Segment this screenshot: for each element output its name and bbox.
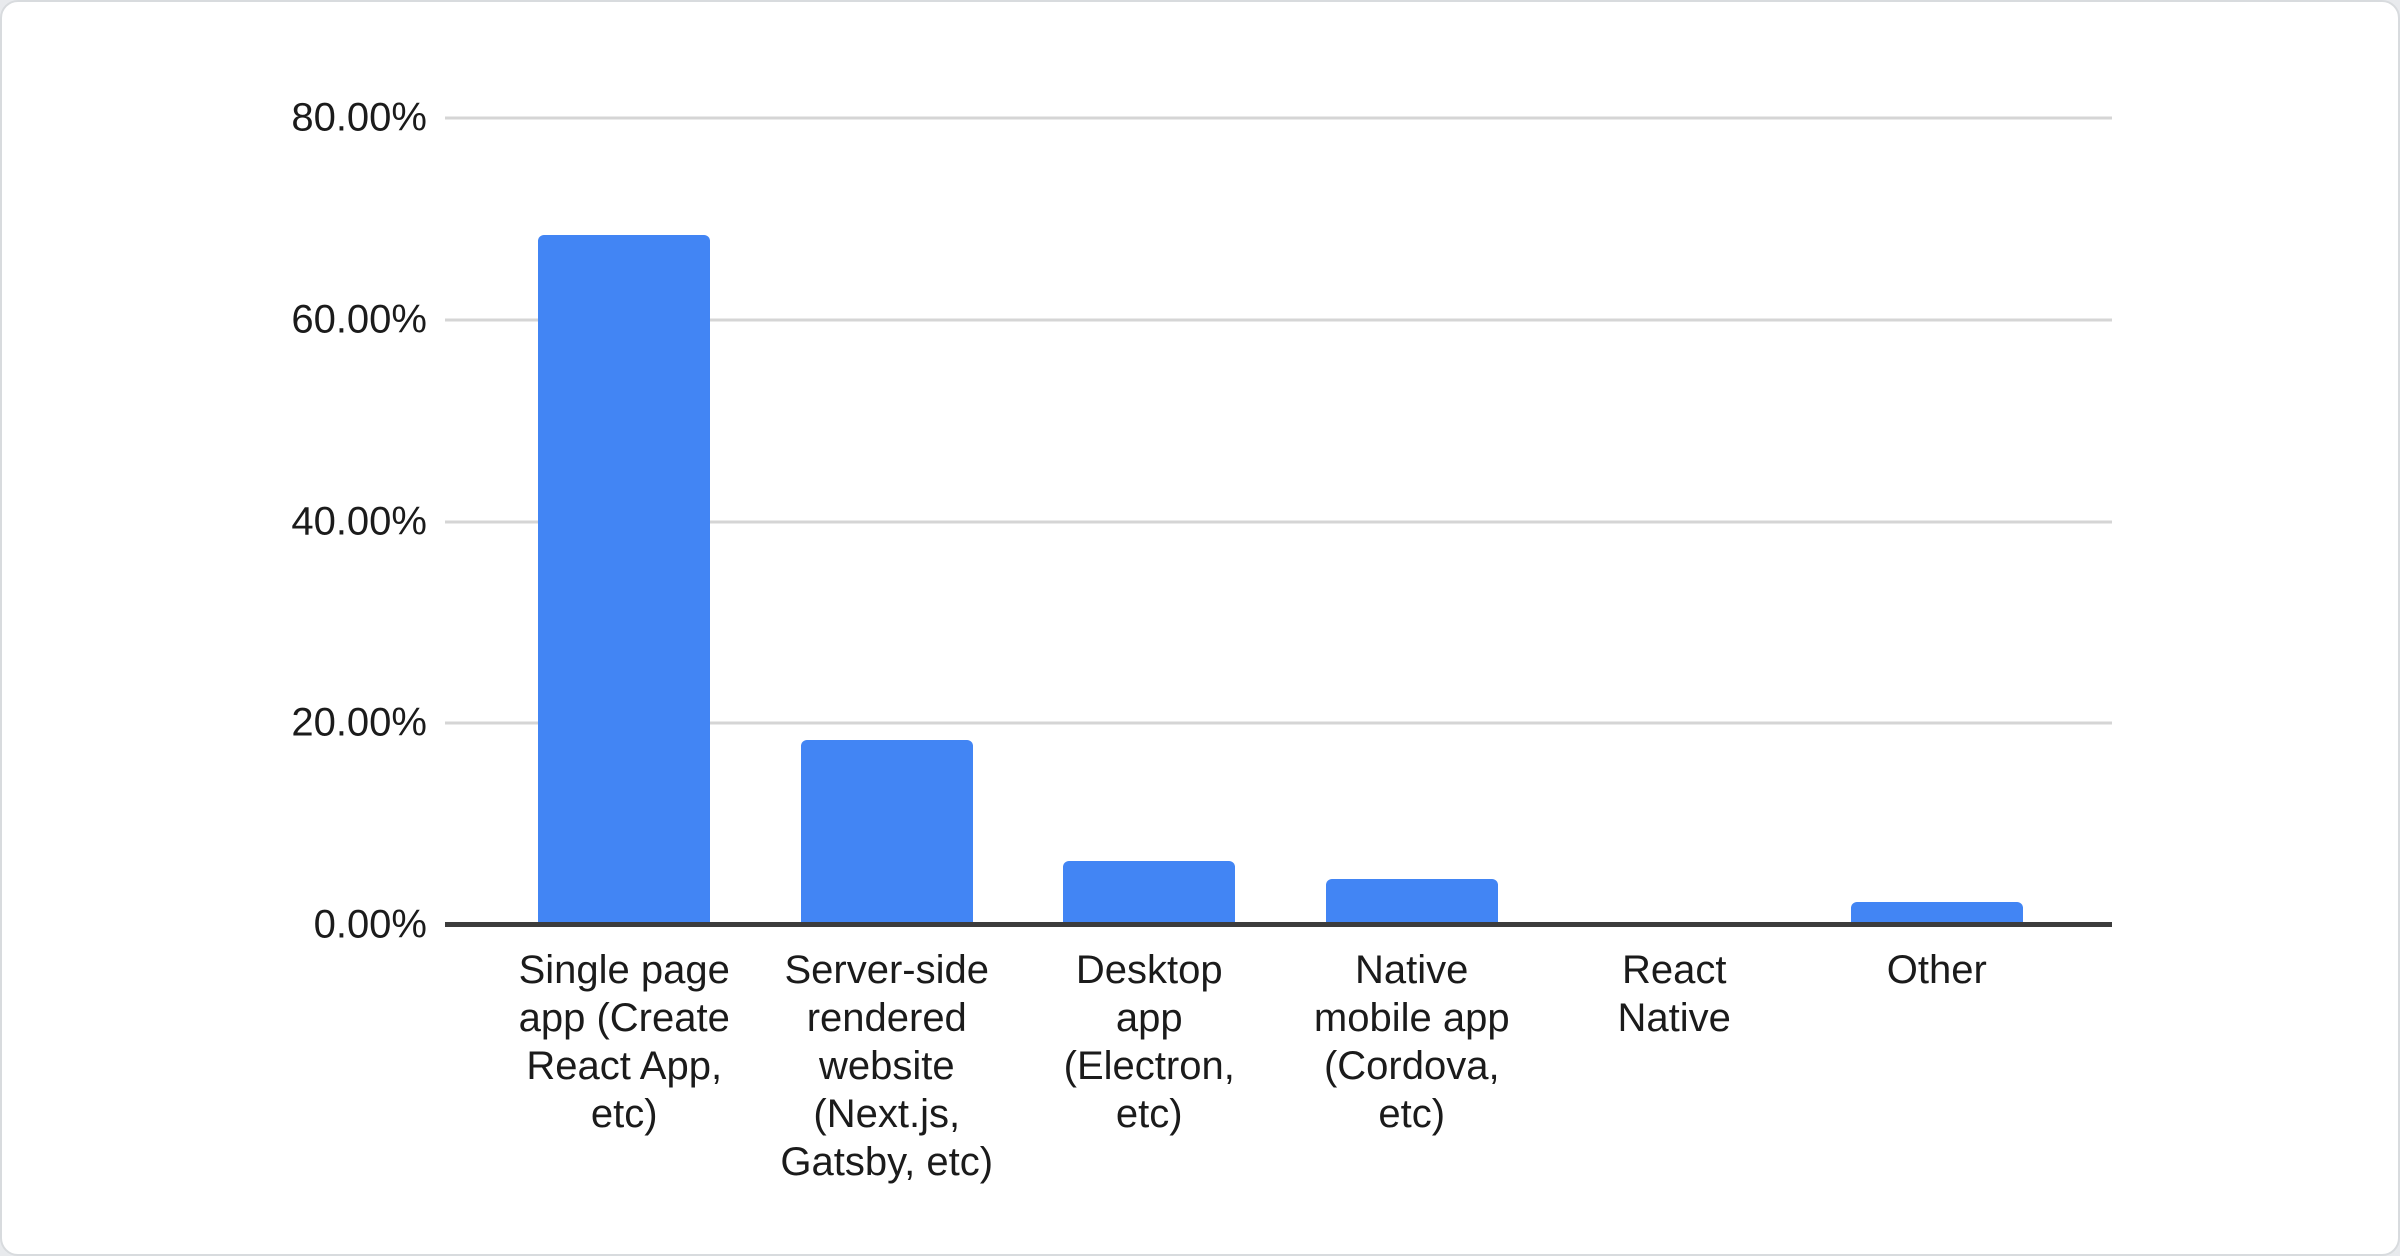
bar bbox=[1850, 901, 2023, 925]
y-axis-tick-label: 20.00% bbox=[291, 700, 427, 745]
y-axis: 80.00% 60.00% 40.00% 20.00% 0.00% bbox=[2, 96, 427, 947]
bar-column bbox=[1018, 118, 1281, 925]
x-axis-label-text: Server-side rendered website (Next.js, G… bbox=[780, 948, 994, 1184]
x-axis-label: Single page app (Create React App, etc) bbox=[493, 946, 756, 1186]
x-axis-label-text: React Native bbox=[1617, 948, 1731, 1040]
bar-column bbox=[1806, 118, 2069, 925]
gridline bbox=[445, 520, 2112, 523]
x-axis-label: Other bbox=[1806, 946, 2069, 1186]
gridline bbox=[445, 318, 2112, 322]
gridline bbox=[445, 721, 2112, 725]
x-axis-line bbox=[445, 922, 2112, 927]
bar bbox=[800, 740, 973, 925]
y-axis-tick-label: 0.00% bbox=[313, 902, 427, 947]
bar-column bbox=[1281, 118, 1544, 925]
x-axis-label: Server-side rendered website (Next.js, G… bbox=[756, 946, 1019, 1186]
bar bbox=[1325, 878, 1498, 925]
bar bbox=[1063, 861, 1236, 925]
x-axis-label-text: Native mobile app (Cordova, etc) bbox=[1313, 948, 1510, 1136]
x-axis-label: Native mobile app (Cordova, etc) bbox=[1281, 946, 1544, 1186]
y-axis-tick-label: 60.00% bbox=[291, 297, 427, 342]
bar-column bbox=[1543, 118, 1806, 925]
x-axis-label: React Native bbox=[1543, 946, 1806, 1186]
x-axis-label-text: Other bbox=[1886, 948, 1987, 992]
bar bbox=[538, 235, 711, 925]
x-axis-label-text: Single page app (Create React App, etc) bbox=[518, 948, 730, 1136]
x-axis-label: Desktop app (Electron, etc) bbox=[1018, 946, 1281, 1186]
y-axis-tick-label: 40.00% bbox=[291, 499, 427, 543]
plot-area bbox=[445, 116, 2112, 927]
y-axis-tick-label: 80.00% bbox=[291, 95, 427, 140]
bar-column bbox=[756, 118, 1019, 925]
x-axis-label-text: Desktop app (Electron, etc) bbox=[1063, 948, 1235, 1136]
bar-column bbox=[493, 118, 756, 925]
x-axis-labels: Single page app (Create React App, etc) S… bbox=[493, 946, 2068, 1186]
bars-layer bbox=[493, 118, 2068, 925]
gridline bbox=[445, 116, 2112, 120]
